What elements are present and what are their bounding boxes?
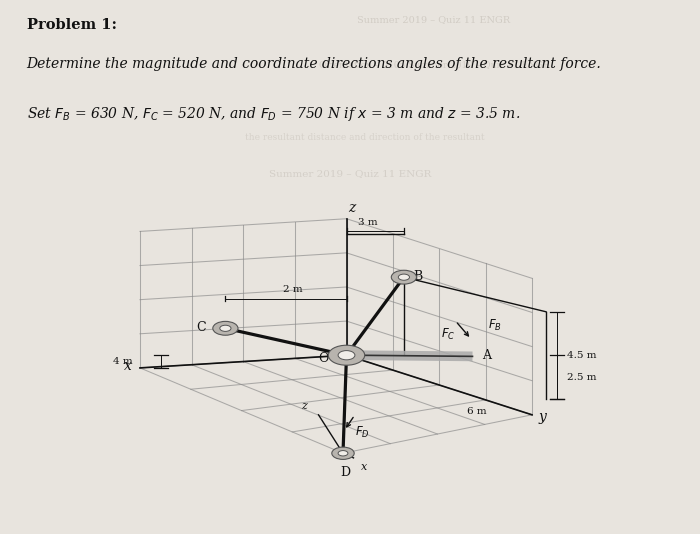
Text: $F_C$: $F_C$ — [441, 327, 456, 342]
Text: 3 m: 3 m — [358, 218, 378, 227]
Circle shape — [220, 325, 231, 332]
Text: Problem 1:: Problem 1: — [27, 18, 117, 32]
Text: y: y — [539, 410, 547, 424]
Circle shape — [391, 270, 416, 284]
Text: 2.5 m: 2.5 m — [567, 373, 596, 382]
Text: O: O — [318, 352, 329, 365]
Text: x: x — [360, 462, 367, 472]
Text: 4 m: 4 m — [113, 357, 133, 366]
Text: A: A — [482, 349, 491, 362]
Text: Summer 2019 – Quiz 11 ENGR: Summer 2019 – Quiz 11 ENGR — [358, 15, 510, 24]
Text: C: C — [196, 321, 206, 334]
Circle shape — [338, 351, 355, 360]
Text: 4.5 m: 4.5 m — [567, 351, 596, 360]
Text: Set $F_B$ = 630 N, $F_C$ = 520 N, and $F_D$ = 750 N if $x$ = 3 m and $z$ = 3.5 m: Set $F_B$ = 630 N, $F_C$ = 520 N, and $F… — [27, 105, 520, 123]
Text: z: z — [302, 401, 307, 411]
Circle shape — [338, 451, 348, 456]
Circle shape — [332, 447, 354, 459]
Text: 6 m: 6 m — [468, 407, 487, 417]
Circle shape — [213, 321, 238, 335]
Text: z: z — [349, 201, 356, 215]
Text: D: D — [340, 466, 350, 478]
Circle shape — [328, 345, 365, 365]
Text: x: x — [124, 359, 132, 373]
Text: Orientation – 0105 Summer 2019 – Quiz 11 ENGR: Orientation – 0105 Summer 2019 – Quiz 11… — [318, 60, 550, 69]
Text: $F_D$: $F_D$ — [355, 425, 370, 440]
Circle shape — [398, 274, 409, 280]
Text: 2 m: 2 m — [283, 286, 303, 294]
Text: the resultant distance and direction of the resultant: the resultant distance and direction of … — [245, 133, 484, 142]
Text: B: B — [414, 270, 423, 283]
Text: $F_B$: $F_B$ — [488, 318, 502, 333]
Text: Summer 2019 – Quiz 11 ENGR: Summer 2019 – Quiz 11 ENGR — [269, 169, 431, 178]
Text: Determine the magnitude and coordinate directions angles of the resultant force.: Determine the magnitude and coordinate d… — [27, 57, 601, 71]
